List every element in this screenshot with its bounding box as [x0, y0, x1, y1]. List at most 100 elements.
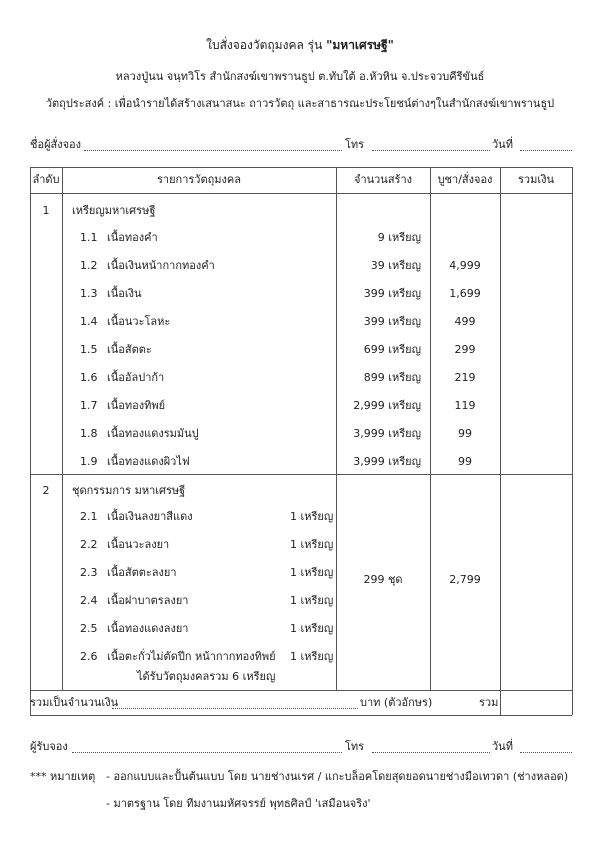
- total-label: รวมเป็นจำนวนเงิน: [30, 696, 119, 709]
- group-no: 2: [42, 484, 50, 497]
- item-count: 399 เหรียญ: [363, 287, 421, 300]
- column-header: รายการวัตถุมงคล: [157, 173, 241, 186]
- group-title: ชุดกรรมการ มหาเศรษฐี: [72, 484, 186, 497]
- leader: [372, 752, 490, 753]
- item-name: เนื้อนวะโลหะ: [107, 315, 171, 328]
- item-no: 1.4: [80, 315, 98, 328]
- rule: [30, 474, 572, 475]
- item-name: เนื้อเงินลงยาสีแดง: [107, 510, 193, 523]
- notes-label: *** หมายเหตุ: [30, 770, 96, 783]
- rule: [336, 167, 337, 690]
- item-name: เนื้อทองแดงผิวไฟ: [107, 455, 190, 468]
- item-qty: 1 เหรียญ: [290, 538, 334, 551]
- total-sum-label: รวม: [479, 696, 499, 709]
- leader: [520, 150, 572, 151]
- item-price: 119: [454, 399, 476, 412]
- column-header: บูชา/สั่งจอง: [437, 173, 493, 186]
- rule: [430, 167, 431, 690]
- group-note: ได้รับวัตถุมงคลรวม 6 เหรียญ: [137, 670, 276, 683]
- rule: [30, 715, 572, 716]
- item-price: 219: [454, 371, 476, 384]
- item-no: 1.9: [80, 455, 98, 468]
- rule: [30, 167, 31, 715]
- item-no: 1.7: [80, 399, 98, 412]
- item-name: เนื้ออัลปาก้า: [107, 371, 165, 384]
- item-no: 1.1: [80, 231, 98, 244]
- item-qty: 1 เหรียญ: [290, 622, 334, 635]
- item-price: 1,699: [449, 287, 481, 300]
- label: ผู้รับจอง: [30, 740, 68, 753]
- label: วันที่: [492, 740, 513, 753]
- label: วันที่: [492, 138, 513, 151]
- item-name: เนื้อฝาบาตรลงยา: [107, 594, 189, 607]
- item-price: 4,999: [449, 259, 481, 272]
- purpose: วัตถุประสงค์ : เพื่อนำรายได้สร้างเสนาสนะ…: [45, 97, 555, 110]
- leader: [372, 150, 490, 151]
- item-price: 299: [454, 343, 476, 356]
- group-no: 1: [42, 204, 50, 217]
- item-qty: 1 เหรียญ: [290, 566, 334, 579]
- item-qty: 1 เหรียญ: [290, 594, 334, 607]
- item-price: 499: [454, 315, 476, 328]
- item-name: เนื้อสัตตะ: [107, 343, 152, 356]
- item-qty: 1 เหรียญ: [290, 650, 334, 663]
- item-name: เนื้อตะกั่วไม่ตัดปีก หน้ากากทองทิพย์: [107, 650, 276, 663]
- item-qty: 1 เหรียญ: [290, 510, 334, 523]
- item-no: 2.5: [80, 622, 98, 635]
- item-count: 699 เหรียญ: [363, 343, 421, 356]
- item-name: เนื้อเงินหน้ากากทองคำ: [107, 259, 215, 272]
- item-count: 399 เหรียญ: [363, 315, 421, 328]
- rule: [30, 167, 572, 168]
- note-line: - ออกแบบและปั้นต้นแบบ โดย นายช่างนเรศ / …: [106, 770, 569, 783]
- group-count: 299 ชุด: [363, 573, 403, 586]
- item-name: เนื้อเงิน: [107, 287, 142, 300]
- item-no: 2.1: [80, 510, 98, 523]
- label: โทร: [345, 138, 365, 151]
- item-name: เนื้อทองคำ: [107, 231, 158, 244]
- item-no: 1.6: [80, 371, 98, 384]
- title: ใบสั่งจองวัตถุมงคล รุ่น "มหาเศรษฐี": [206, 38, 394, 52]
- item-no: 1.3: [80, 287, 98, 300]
- group-title: เหรียญมหาเศรษฐี: [72, 204, 156, 217]
- item-no: 1.5: [80, 343, 98, 356]
- column-header: รวมเงิน: [518, 173, 554, 186]
- item-count: 9 เหรียญ: [377, 231, 421, 244]
- item-count: 3,999 เหรียญ: [353, 427, 421, 440]
- note-line: - มาตรฐาน โดย ทีมงานมหัศจรรย์ พุทธศิลป์ …: [106, 797, 371, 810]
- item-name: เนื้อนวะลงยา: [107, 538, 170, 551]
- rule: [62, 167, 63, 690]
- rule: [30, 193, 572, 194]
- item-name: เนื้อทองแดงลงยา: [107, 622, 189, 635]
- column-header: ลำดับ: [32, 173, 60, 186]
- item-count: 39 เหรียญ: [370, 259, 421, 272]
- item-name: เนื้อทองแดงรมมันปู: [107, 427, 199, 440]
- item-count: 2,999 เหรียญ: [353, 399, 421, 412]
- item-no: 2.3: [80, 566, 98, 579]
- item-name: เนื้อสัตตะลงยา: [107, 566, 177, 579]
- item-no: 2.6: [80, 650, 98, 663]
- item-count: 899 เหรียญ: [363, 371, 421, 384]
- label: ชื่อผู้สั่งจอง: [30, 138, 82, 151]
- rule: [500, 167, 501, 715]
- item-no: 1.2: [80, 259, 98, 272]
- group-price: 2,799: [449, 573, 481, 586]
- rule: [30, 690, 572, 691]
- leader: [112, 708, 358, 709]
- leader: [72, 752, 342, 753]
- item-price: 99: [458, 427, 472, 440]
- total-words-label: บาท (ตัวอักษร): [360, 696, 433, 709]
- label: โทร: [345, 740, 365, 753]
- item-no: 2.2: [80, 538, 98, 551]
- item-name: เนื้อทองทิพย์: [107, 399, 166, 412]
- column-header: จำนวนสร้าง: [353, 173, 413, 186]
- item-no: 1.8: [80, 427, 98, 440]
- rule: [572, 167, 573, 715]
- leader: [520, 752, 572, 753]
- title-bold: "มหาเศรษฐี": [326, 38, 394, 52]
- item-no: 2.4: [80, 594, 98, 607]
- leader: [84, 150, 342, 151]
- title-text: ใบสั่งจองวัตถุมงคล รุ่น: [206, 38, 323, 52]
- item-count: 3,999 เหรียญ: [353, 455, 421, 468]
- subtitle: หลวงปู่นน จนฺทวิโร สำนักสงฆ์เขาพรานธูป ต…: [115, 70, 485, 83]
